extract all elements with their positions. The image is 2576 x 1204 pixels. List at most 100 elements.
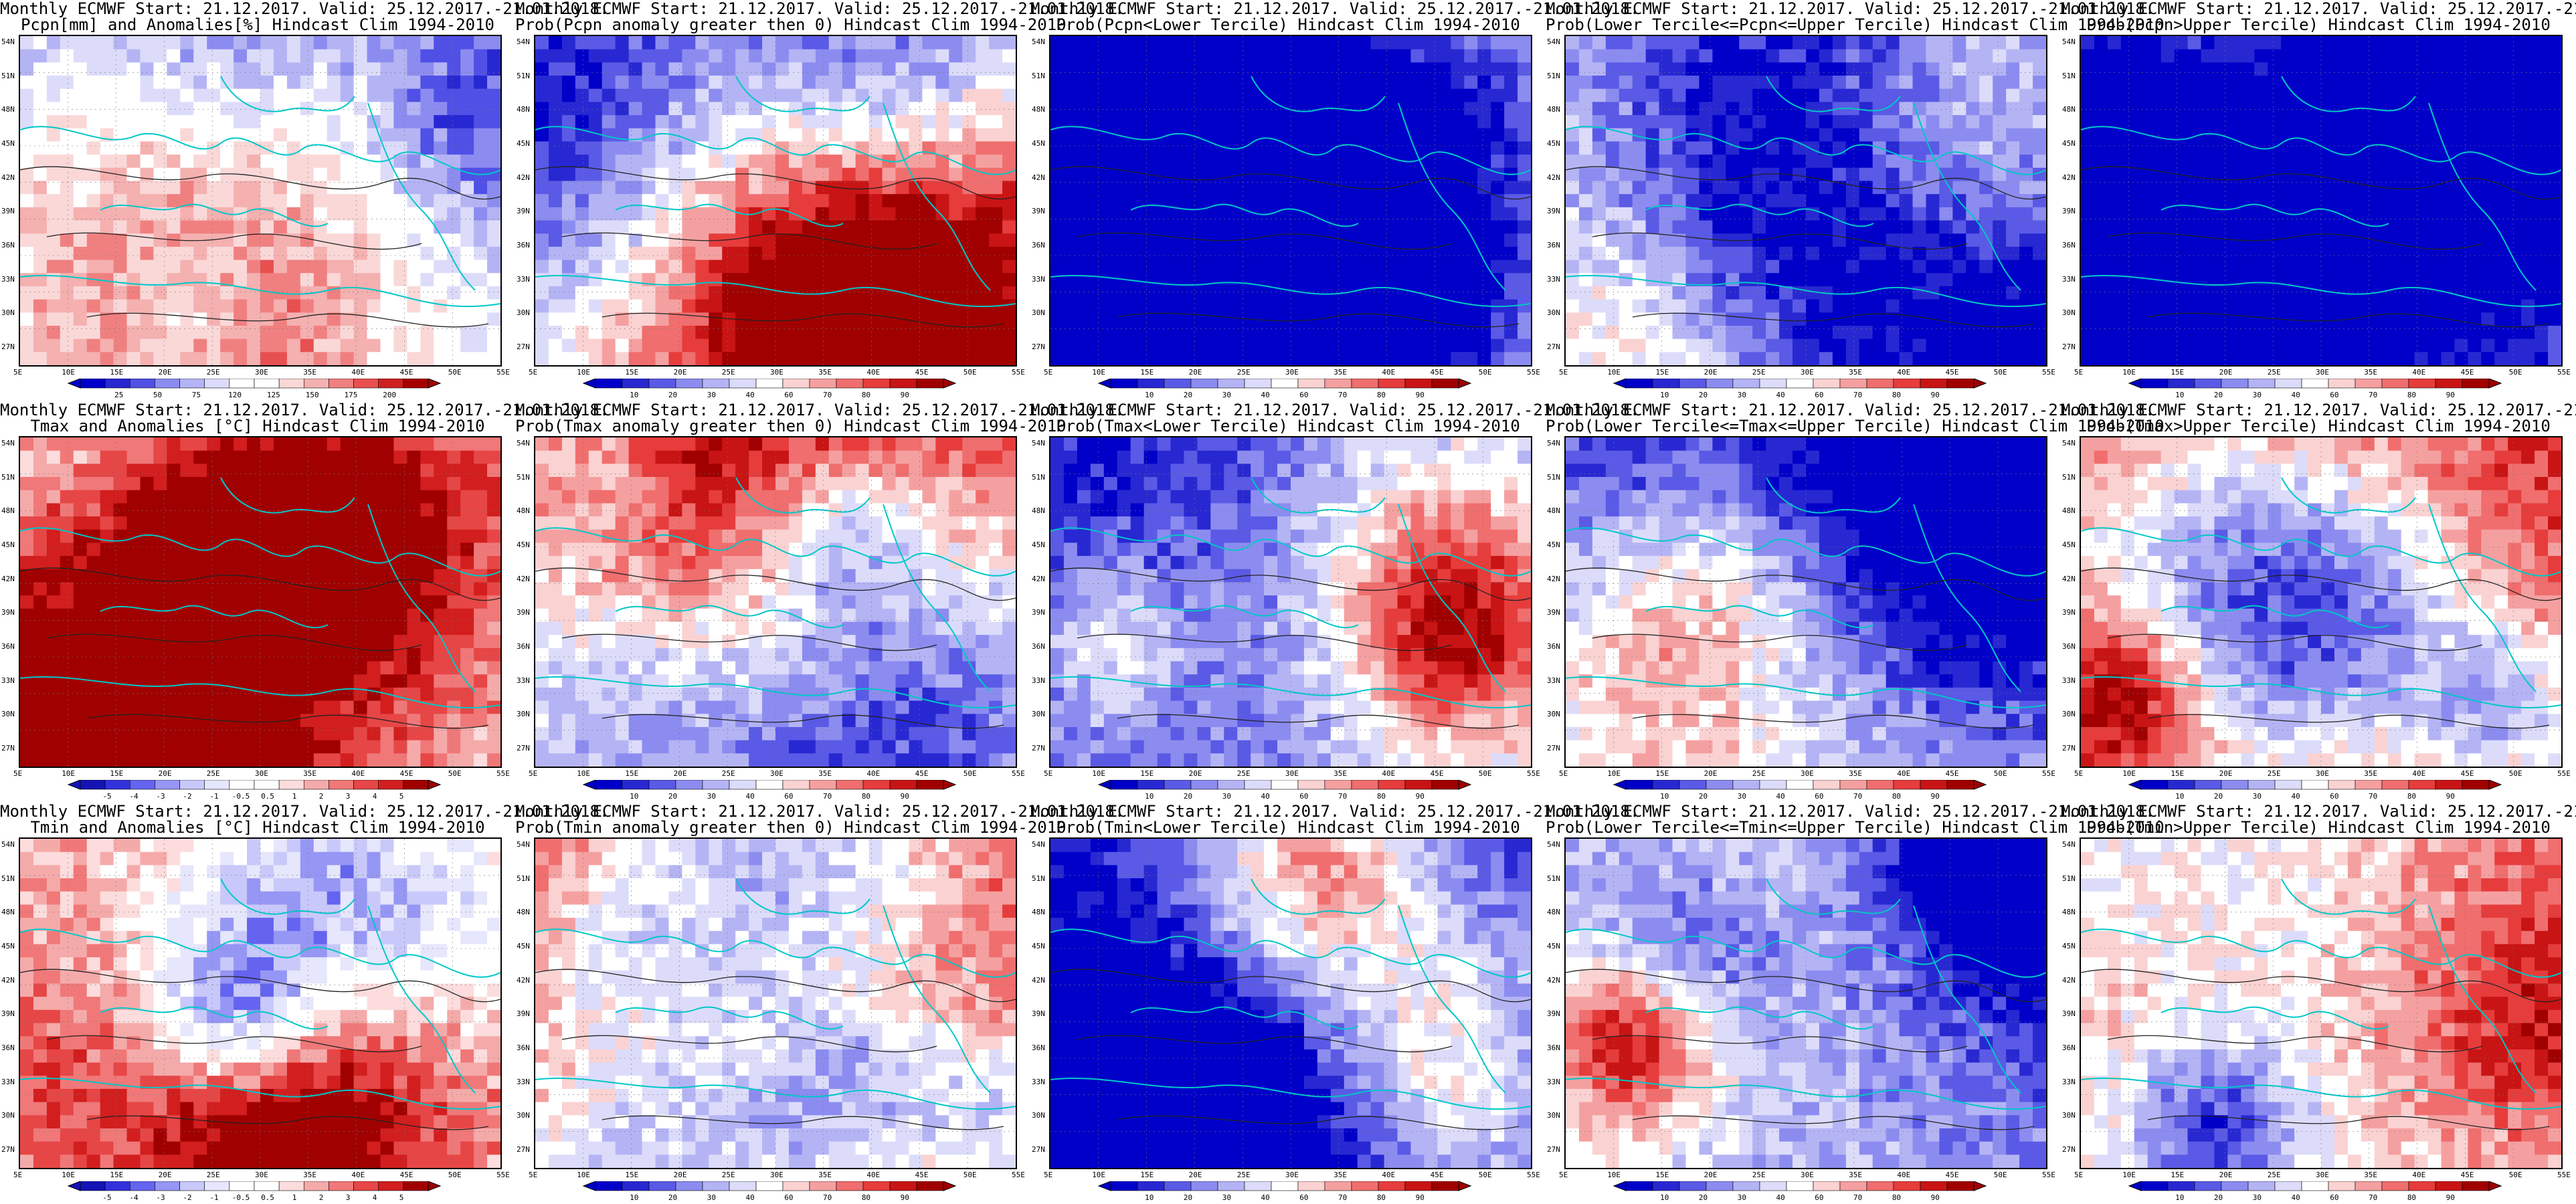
- colorbar-tick-label: -4: [129, 792, 139, 801]
- longitude-label: 40E: [1382, 368, 1396, 377]
- contour-line: [535, 567, 1016, 601]
- longitude-label: 25E: [1752, 368, 1766, 377]
- longitude-label: 55E: [496, 368, 510, 377]
- coastline: [20, 126, 500, 175]
- coastline: [1645, 203, 1874, 227]
- latitude-label: 54N: [1032, 37, 1045, 46]
- colorbar-tick-label: 80: [1377, 1193, 1386, 1202]
- latitude-label: 33N: [1547, 1077, 1560, 1086]
- colorbar: -5 -4 -3 -2 -1 -0.5 0.5 1 2 3 4 5: [67, 780, 442, 801]
- colorbar-tick-label: 125: [267, 391, 280, 399]
- longitude-label: 10E: [62, 368, 76, 377]
- longitude-label: 55E: [1012, 769, 1025, 778]
- longitude-label: 30E: [2316, 368, 2329, 377]
- map-panel: Monthly ECMWF Start: 21.12.2017. Valid: …: [515, 0, 1124, 401]
- latitude-label: 33N: [517, 1077, 530, 1086]
- map-frame: [1564, 35, 2047, 367]
- colorbar-tick-label: 10: [1145, 1193, 1154, 1202]
- longitude-label: 50E: [448, 368, 462, 377]
- latitude-label: 39N: [1547, 1009, 1560, 1019]
- colorbar-tick-label: 0.5: [261, 1193, 274, 1202]
- longitude-label: 40E: [1382, 769, 1396, 778]
- colorbar-tick-label: 1: [292, 1193, 297, 1202]
- map-panel: Monthly ECMWF Start: 21.12.2017. Valid: …: [2061, 803, 2576, 1204]
- coastline: [535, 676, 1016, 708]
- contour-line: [2147, 714, 2550, 729]
- longitude-label: 45E: [915, 368, 929, 377]
- latitude-label: 45N: [517, 942, 530, 950]
- map-panel: Monthly ECMWF Start: 21.12.2017. Valid: …: [1546, 0, 2165, 401]
- latitude-label: 54N: [1547, 840, 1560, 849]
- contour-line: [86, 714, 489, 729]
- longitude-label: 35E: [303, 769, 317, 778]
- colorbar-tick-label: -5: [102, 792, 111, 801]
- longitude-label: 25E: [721, 368, 735, 377]
- colorbar-tick-label: 20: [1184, 391, 1192, 399]
- latitude-label: 36N: [1547, 642, 1560, 651]
- latitude-label: 27N: [2062, 1145, 2076, 1154]
- longitude-label: 20E: [1704, 1171, 1718, 1179]
- latitude-label: 27N: [517, 744, 530, 752]
- colorbar-tick-label: 80: [1377, 391, 1386, 399]
- longitude-label: 20E: [1188, 769, 1202, 778]
- colorbar-tick-label: 40: [745, 792, 754, 801]
- longitude-label: 55E: [1527, 1171, 1540, 1179]
- contour-line: [1050, 969, 1531, 1003]
- longitude-label: 55E: [2042, 368, 2055, 377]
- colorbar-tick-label: 3: [346, 1193, 351, 1202]
- map-field: [20, 36, 500, 365]
- latitude-label: 36N: [517, 241, 530, 249]
- longitude-label: 50E: [963, 1171, 977, 1179]
- longitude-label: 40E: [1897, 368, 1911, 377]
- colorbar-tick-label: 60: [2330, 1193, 2338, 1202]
- panel-title-line2: Tmin and Anomalies [°C] Hindcast Clim 19…: [30, 818, 485, 837]
- longitude-label: 35E: [1333, 368, 1348, 377]
- longitude-label: 5E: [13, 1171, 23, 1179]
- longitude-label: 20E: [1188, 1171, 1202, 1179]
- colorbar: 10 20 30 40 60 70 80 90: [1097, 1181, 1472, 1202]
- map-frame: [534, 436, 1017, 768]
- colorbar-tick-label: 90: [2446, 1193, 2455, 1202]
- longitude-label: 20E: [2219, 1171, 2233, 1179]
- coastline: [2081, 527, 2561, 577]
- latitude-label: 27N: [2062, 342, 2076, 351]
- latitude-label: 42N: [1032, 975, 1045, 985]
- longitude-label: 45E: [399, 769, 413, 778]
- contour-line: [1117, 1115, 1520, 1130]
- colorbar-tick-label: 30: [2253, 792, 2262, 801]
- longitude-label: 15E: [1140, 769, 1154, 778]
- latitude-label: 45N: [517, 139, 530, 148]
- coastline: [1251, 477, 1386, 514]
- longitude-label: 45E: [915, 1171, 929, 1179]
- latitude-label: 51N: [1032, 472, 1045, 482]
- latitude-label: 30N: [1, 308, 15, 318]
- contour-line: [20, 166, 500, 200]
- latitude-label: 33N: [1, 274, 15, 284]
- longitude-label: 55E: [2042, 769, 2055, 778]
- coastline: [535, 1077, 1016, 1110]
- coastline: [367, 504, 476, 692]
- longitude-label: 45E: [1945, 1171, 1959, 1179]
- longitude-label: 30E: [1801, 769, 1814, 778]
- colorbar-tick-label: 5: [399, 1193, 404, 1202]
- colorbar-tick-label: -2: [183, 792, 191, 801]
- latitude-label: 36N: [2062, 642, 2076, 651]
- latitude-label: 54N: [2062, 37, 2076, 46]
- panel-title-line1: Monthly ECMWF Start: 21.12.2017. Valid: …: [2061, 802, 2576, 821]
- colorbar-tick-label: 90: [901, 1193, 909, 1202]
- coastline: [2081, 274, 2561, 307]
- longitude-label: 5E: [1044, 769, 1053, 778]
- longitude-label: 20E: [1704, 769, 1718, 778]
- coastline: [2081, 928, 2561, 978]
- panel-title-line2: Prob(Tmin>Upper Tercile) Hindcast Clim 1…: [2086, 818, 2551, 837]
- longitude-label: 15E: [2171, 769, 2185, 778]
- map-field: [2081, 36, 2561, 365]
- latitude-label: 30N: [2062, 308, 2076, 318]
- colorbar-tick-label: 20: [2214, 792, 2223, 801]
- latitude-label: 54N: [517, 439, 530, 447]
- coastline: [1913, 102, 2021, 291]
- latitude-label: 33N: [1, 676, 15, 685]
- longitude-label: 30E: [1801, 368, 1814, 377]
- colorbar-tick-label: -1: [209, 792, 218, 801]
- latitude-label: 42N: [517, 173, 530, 182]
